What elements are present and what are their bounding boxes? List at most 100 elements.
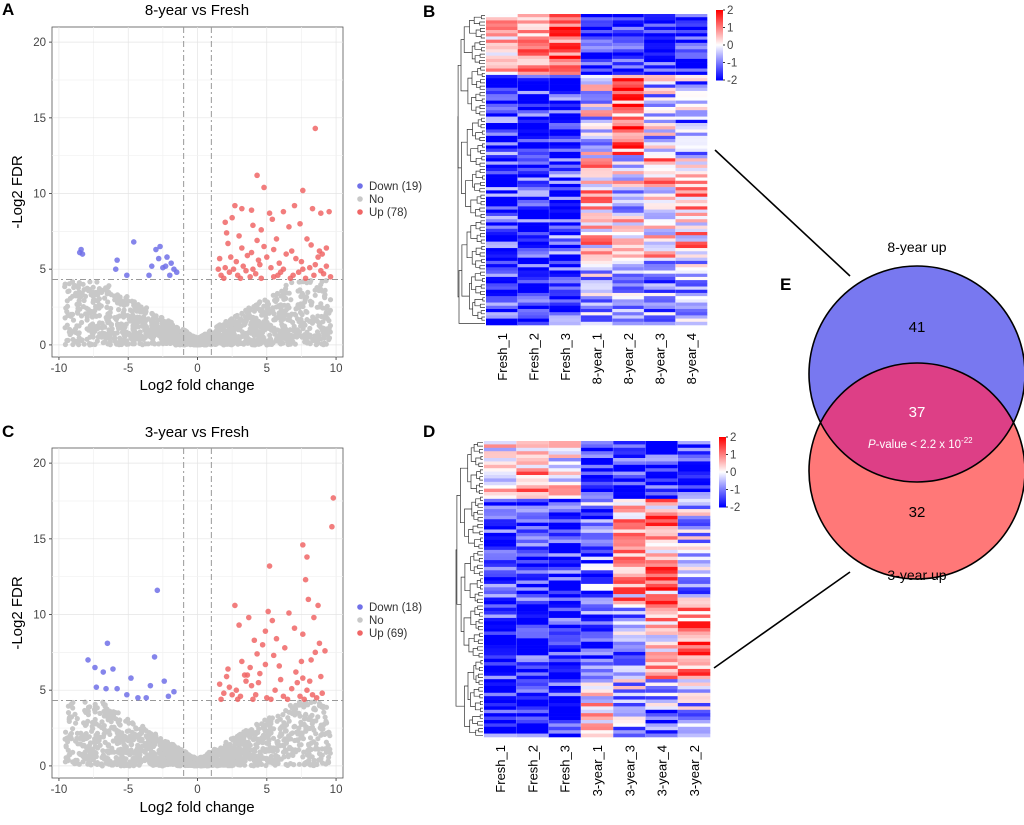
heatmap-cell — [645, 702, 679, 707]
heatmap-cell — [677, 611, 711, 615]
point-up — [261, 184, 267, 191]
heatmap-cell — [677, 733, 711, 738]
heatmap-cell — [677, 563, 711, 568]
heatmap-cell — [548, 532, 582, 537]
point-down — [166, 272, 173, 279]
point-up — [304, 554, 310, 560]
heatmap-cell — [612, 312, 645, 316]
point-up — [229, 214, 235, 221]
heatmap-cell — [580, 212, 613, 217]
heatmap-cell — [677, 624, 711, 629]
heatmap-cell — [580, 444, 614, 449]
heatmap-cell — [548, 475, 582, 479]
column-label: Fresh_3 — [558, 745, 573, 793]
point-no — [129, 729, 135, 735]
heatmap-cell — [484, 719, 517, 724]
point-no — [283, 761, 289, 768]
heatmap-cell — [580, 668, 614, 673]
heatmap-cell — [613, 444, 646, 449]
dendrogram-branch — [469, 583, 478, 598]
point-no — [146, 740, 153, 746]
heatmap-cell — [484, 665, 517, 670]
point-no — [247, 742, 253, 748]
heatmap-cell — [677, 594, 711, 598]
heatmap-cell — [549, 318, 582, 323]
panel-letter-b: B — [423, 2, 435, 21]
point-up — [230, 266, 237, 273]
x-tick-label: 0 — [194, 363, 200, 375]
heatmap-cell — [516, 447, 549, 452]
heatmap-cell — [580, 502, 614, 506]
heatmap-cell — [677, 726, 711, 731]
heatmap-cell — [517, 270, 550, 274]
heatmap-cell — [612, 183, 645, 188]
point-no — [322, 746, 328, 752]
heatmap-cell — [675, 267, 708, 271]
point-no — [157, 747, 164, 753]
point-up — [239, 658, 245, 665]
heatmap-cell — [643, 110, 676, 114]
heatmap-cell — [548, 573, 582, 578]
heatmap-cell — [677, 529, 711, 534]
point-no — [263, 315, 269, 321]
point-no — [274, 290, 280, 297]
heatmap-cell — [677, 543, 711, 547]
colorbar-segment — [716, 49, 723, 51]
point-no — [76, 294, 82, 300]
heatmap-cell — [675, 280, 708, 284]
point-no — [107, 731, 113, 738]
heatmap-cell — [580, 665, 614, 670]
dendrogram-branch — [477, 551, 483, 556]
heatmap-cell — [580, 90, 613, 95]
heatmap-cell — [549, 235, 582, 239]
heatmap-cell — [643, 219, 676, 223]
colorbar-segment — [719, 452, 726, 454]
heatmap-cell — [643, 145, 676, 149]
x-tick-label: 5 — [264, 784, 270, 796]
heatmap-cell — [486, 135, 518, 140]
heatmap-cell — [517, 203, 550, 207]
heatmap-cell — [677, 471, 711, 476]
dendrogram-branch — [470, 447, 476, 462]
dendrogram-branch — [477, 639, 483, 644]
heatmap-cell — [643, 87, 676, 92]
heatmap-cell — [486, 235, 518, 239]
heatmap-cell — [643, 148, 676, 153]
point-no — [137, 737, 143, 744]
heatmap-cell — [548, 628, 582, 632]
heatmap-cell — [486, 46, 518, 50]
heatmap-cell — [549, 62, 582, 66]
colorbar-segment — [716, 31, 723, 33]
heatmap-cell — [645, 634, 679, 639]
heatmap-cell — [613, 641, 646, 646]
heatmap-cell — [580, 713, 614, 717]
heatmap-cell — [549, 113, 582, 117]
heatmap-cell — [486, 39, 518, 44]
heatmap-cell — [516, 444, 549, 449]
heatmap-cell — [613, 696, 646, 700]
heatmap-cell — [675, 193, 708, 198]
heatmap-cell — [645, 522, 679, 527]
point-no — [130, 755, 136, 762]
heatmap-cell — [612, 119, 645, 124]
heatmap-cell — [675, 148, 708, 153]
colorbar-segment — [716, 28, 723, 30]
heatmap-cell — [517, 305, 550, 310]
dendrogram-branch — [455, 549, 465, 707]
heatmap-cell — [484, 529, 517, 534]
heatmap-cell — [613, 594, 646, 598]
heatmap-cell — [516, 672, 549, 677]
heatmap-cell — [675, 49, 708, 53]
heatmap-cell — [548, 621, 582, 626]
colorbar-segment — [716, 76, 723, 78]
heatmap-cell — [486, 58, 518, 63]
point-up — [318, 210, 324, 216]
point-no — [294, 737, 300, 743]
heatmap-cell — [645, 539, 679, 544]
point-no — [319, 731, 325, 737]
heatmap-cell — [580, 716, 614, 721]
heatmap-cell — [612, 225, 645, 230]
point-no — [238, 737, 244, 743]
heatmap-cell — [484, 481, 517, 486]
legend-marker-up-a — [357, 209, 363, 215]
